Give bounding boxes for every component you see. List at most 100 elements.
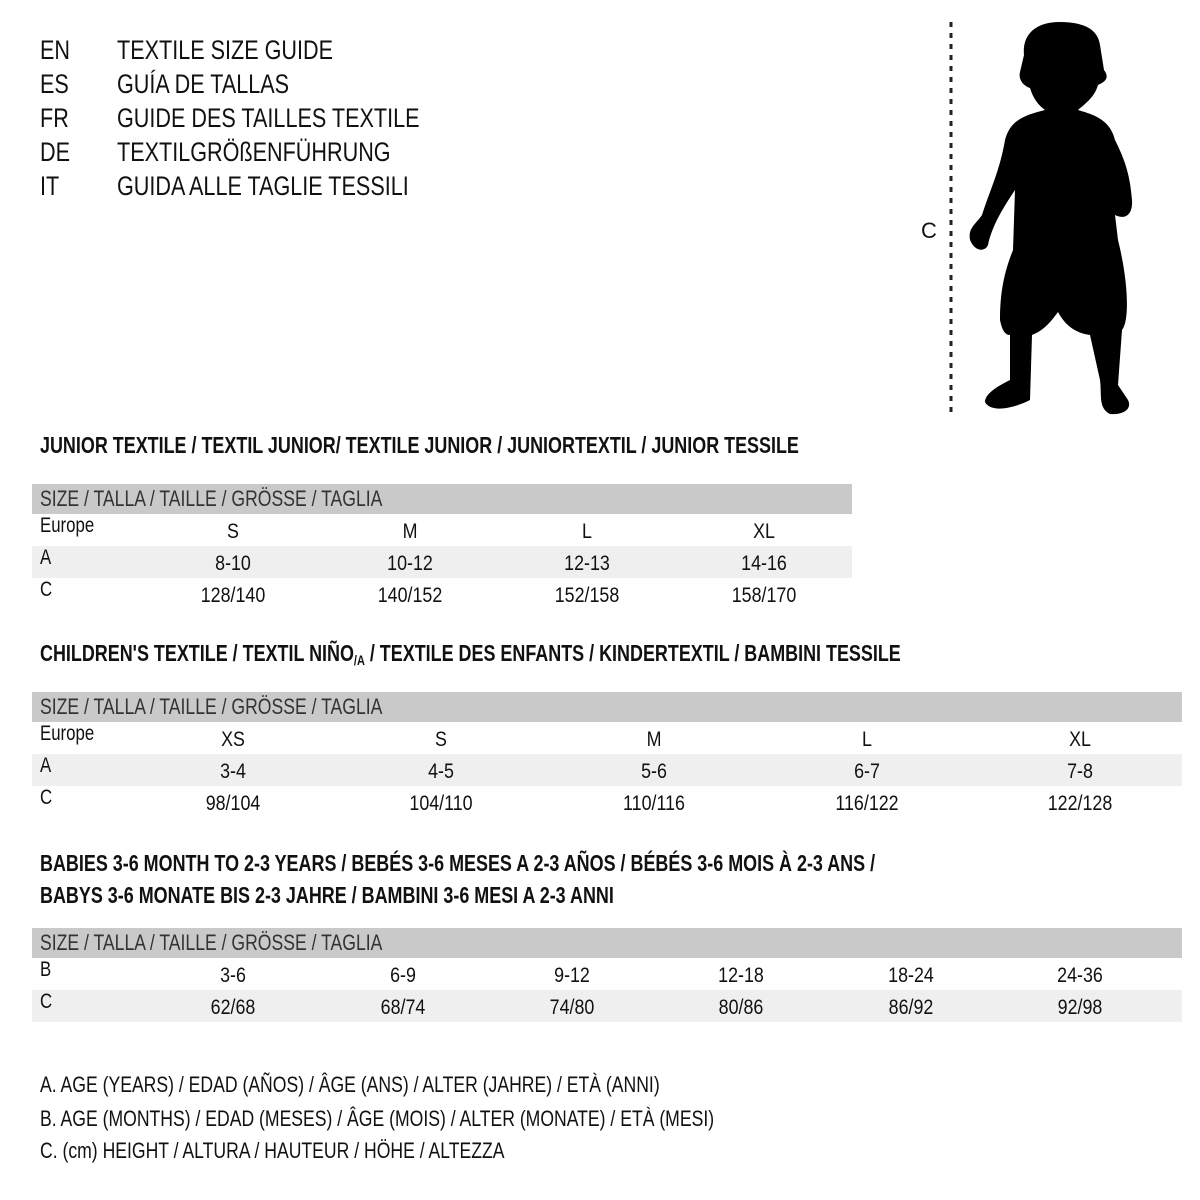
section-title: CHILDREN'S TEXTILE / TEXTIL NIÑO/A / TEX… — [40, 638, 1144, 675]
cell-value: 86/92 — [888, 996, 934, 1019]
table-cell: S — [226, 516, 240, 548]
child-silhouette-figure — [949, 22, 1133, 415]
table-cell: 12-13 — [560, 548, 614, 580]
table-cell: 86/92 — [885, 992, 938, 1024]
cell-value: L — [862, 728, 872, 751]
cell-value: 110/116 — [623, 792, 685, 815]
title-part: / TEXTILE DES ENFANTS / KINDERTEXTIL / B… — [364, 640, 901, 666]
table-cell: XS — [219, 724, 247, 756]
table-cell: 92/98 — [1054, 992, 1107, 1024]
row-label: C — [40, 574, 55, 606]
table-cell: 9-12 — [551, 960, 593, 992]
cell-value: 98/104 — [205, 792, 261, 815]
section-title-text: JUNIOR TEXTILE / TEXTIL JUNIOR/ TEXTILE … — [40, 432, 799, 458]
language-code: ES — [40, 69, 69, 99]
cell-value: 6-9 — [390, 964, 416, 987]
cell-value: 4-5 — [428, 760, 454, 783]
table-cell: 62/68 — [207, 992, 260, 1024]
table-cell: 6-7 — [852, 756, 882, 788]
language-code: IT — [40, 171, 60, 201]
row-label: Europe — [40, 718, 108, 750]
table-cell: 128/140 — [195, 580, 271, 612]
table-cell: 158/170 — [726, 580, 802, 612]
table-cell: 152/158 — [549, 580, 625, 612]
row-label-text: C — [40, 578, 53, 601]
legend-text: B. AGE (MONTHS) / EDAD (MESES) / ÂGE (MO… — [40, 1106, 715, 1131]
cell-value: 8-10 — [215, 552, 251, 575]
legend-line: B. AGE (MONTHS) / EDAD (MESES) / ÂGE (MO… — [40, 1104, 883, 1134]
table-row: A 8-10 10-12 12-13 14-16 — [32, 546, 852, 578]
title-subscript: /A — [353, 652, 365, 668]
language-code: DE — [40, 137, 71, 167]
cell-value: 116/122 — [835, 792, 899, 815]
size-table: SIZE / TALLA / TAILLE / GRÖSSE / TAGLIA E… — [32, 484, 852, 610]
table-cell: 140/152 — [372, 580, 448, 612]
size-table: SIZE / TALLA / TAILLE / GRÖSSE / TAGLIA E… — [32, 692, 1182, 818]
height-measure-label: C — [921, 218, 937, 243]
cell-value: 3-6 — [220, 964, 246, 987]
table-cell: M — [401, 516, 419, 548]
cell-value: 80/86 — [718, 996, 764, 1019]
title-text: GUÍA DE TALLAS — [117, 69, 290, 99]
cell-value: 12-13 — [564, 552, 610, 575]
section-title-text: BABIES 3-6 MONTH TO 2-3 YEARS / BEBÉS 3-… — [40, 850, 876, 876]
table-row: C 98/104 104/110 110/116 116/122 122/128 — [32, 786, 1182, 818]
size-table-header: SIZE / TALLA / TAILLE / GRÖSSE / TAGLIA — [32, 928, 1182, 958]
table-cell: 6-9 — [388, 960, 418, 992]
row-label-text: Europe — [40, 722, 95, 745]
table-cell: 4-5 — [426, 756, 456, 788]
row-label-text: A — [40, 546, 52, 569]
table-cell: 116/122 — [830, 788, 904, 820]
table-cell: 3-4 — [218, 756, 248, 788]
table-cell: 24-36 — [1053, 960, 1107, 992]
cell-value: 62/68 — [210, 996, 256, 1019]
size-table-header: SIZE / TALLA / TAILLE / GRÖSSE / TAGLIA — [32, 484, 852, 514]
cell-value: XL — [1069, 728, 1091, 751]
cell-value: 10-12 — [387, 552, 433, 575]
cell-value: S — [435, 728, 447, 751]
cell-value: M — [646, 728, 662, 751]
cell-value: 122/128 — [1047, 792, 1113, 815]
size-table-header: SIZE / TALLA / TAILLE / GRÖSSE / TAGLIA — [32, 692, 1182, 722]
language-code: EN — [40, 35, 71, 65]
legend-line: C. (cm) HEIGHT / ALTURA / HAUTEUR / HÖHE… — [40, 1136, 621, 1166]
cell-value: XL — [753, 520, 775, 543]
section-title: JUNIOR TEXTILE / TEXTIL JUNIOR/ TEXTILE … — [40, 430, 1013, 460]
row-label: A — [40, 750, 54, 782]
cell-value: 74/80 — [549, 996, 595, 1019]
table-cell: 8-10 — [212, 548, 254, 580]
row-label-text: Europe — [40, 514, 95, 537]
table-cell: L — [861, 724, 873, 756]
cell-value: 128/140 — [200, 584, 266, 607]
cell-value: 68/74 — [380, 996, 426, 1019]
cell-value: S — [227, 520, 239, 543]
table-cell: S — [434, 724, 448, 756]
cell-value: 152/158 — [554, 584, 620, 607]
row-label: A — [40, 542, 54, 574]
row-label: C — [40, 782, 55, 814]
cell-value: 24-36 — [1057, 964, 1103, 987]
section-title-text: BABYS 3-6 MONATE BIS 2-3 JAHRE / BAMBINI… — [40, 882, 614, 908]
header-text: SIZE / TALLA / TAILLE / GRÖSSE / TAGLIA — [40, 694, 383, 719]
table-cell: 80/86 — [715, 992, 768, 1024]
section-title: BABIES 3-6 MONTH TO 2-3 YEARS / BEBÉS 3-… — [40, 848, 1111, 878]
cell-value: 158/170 — [731, 584, 797, 607]
table-cell: XL — [1067, 724, 1093, 756]
table-row: A 3-4 4-5 5-6 6-7 7-8 — [32, 754, 1182, 786]
cell-value: 3-4 — [220, 760, 246, 783]
table-cell: 122/128 — [1042, 788, 1118, 820]
table-cell: 3-6 — [218, 960, 248, 992]
cell-value: 104/110 — [409, 792, 473, 815]
cell-value: 6-7 — [854, 760, 880, 783]
table-cell: 12-18 — [714, 960, 768, 992]
table-cell: 7-8 — [1065, 756, 1095, 788]
table-cell: 10-12 — [383, 548, 437, 580]
section-title-text: CHILDREN'S TEXTILE / TEXTIL NIÑO/A / TEX… — [40, 638, 901, 675]
table-cell: XL — [751, 516, 777, 548]
table-cell: 104/110 — [404, 788, 478, 820]
size-table: SIZE / TALLA / TAILLE / GRÖSSE / TAGLIA B… — [32, 928, 1182, 1022]
cell-value: 12-18 — [718, 964, 764, 987]
legend-text: A. AGE (YEARS) / EDAD (AÑOS) / ÂGE (ANS)… — [40, 1072, 660, 1097]
title-text: GUIDE DES TAILLES TEXTILE — [117, 103, 420, 133]
